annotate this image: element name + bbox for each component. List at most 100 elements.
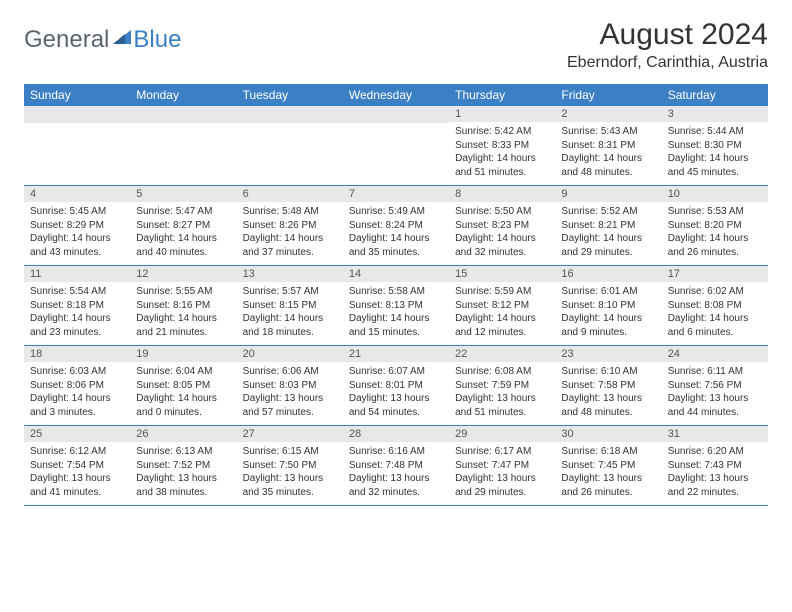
day-details: Sunrise: 6:20 AMSunset: 7:43 PMDaylight:… <box>662 442 768 505</box>
day-number: 22 <box>449 346 555 362</box>
day-number: 18 <box>24 346 130 362</box>
day-details: Sunrise: 5:43 AMSunset: 8:31 PMDaylight:… <box>555 122 661 185</box>
day-details: Sunrise: 5:48 AMSunset: 8:26 PMDaylight:… <box>237 202 343 265</box>
weekday-header: Monday <box>130 84 236 106</box>
calendar-day-cell: 12Sunrise: 5:55 AMSunset: 8:16 PMDayligh… <box>130 266 236 346</box>
calendar-week-row: 25Sunrise: 6:12 AMSunset: 7:54 PMDayligh… <box>24 426 768 506</box>
day-number: 3 <box>662 106 768 122</box>
day-number <box>343 106 449 123</box>
day-details: Sunrise: 5:53 AMSunset: 8:20 PMDaylight:… <box>662 202 768 265</box>
day-number: 31 <box>662 426 768 442</box>
day-number: 28 <box>343 426 449 442</box>
calendar-day-cell: 21Sunrise: 6:07 AMSunset: 8:01 PMDayligh… <box>343 346 449 426</box>
day-details: Sunrise: 6:12 AMSunset: 7:54 PMDaylight:… <box>24 442 130 505</box>
day-number <box>130 106 236 123</box>
weekday-header: Tuesday <box>237 84 343 106</box>
day-number: 14 <box>343 266 449 282</box>
day-details: Sunrise: 5:58 AMSunset: 8:13 PMDaylight:… <box>343 282 449 345</box>
calendar-day-cell: 25Sunrise: 6:12 AMSunset: 7:54 PMDayligh… <box>24 426 130 506</box>
day-details: Sunrise: 5:50 AMSunset: 8:23 PMDaylight:… <box>449 202 555 265</box>
calendar-day-cell: 19Sunrise: 6:04 AMSunset: 8:05 PMDayligh… <box>130 346 236 426</box>
calendar-day-cell: 27Sunrise: 6:15 AMSunset: 7:50 PMDayligh… <box>237 426 343 506</box>
day-details: Sunrise: 5:42 AMSunset: 8:33 PMDaylight:… <box>449 122 555 185</box>
calendar-day-cell: 2Sunrise: 5:43 AMSunset: 8:31 PMDaylight… <box>555 106 661 186</box>
day-details: Sunrise: 6:07 AMSunset: 8:01 PMDaylight:… <box>343 362 449 425</box>
logo-triangle-icon <box>113 30 131 44</box>
calendar-day-cell: 28Sunrise: 6:16 AMSunset: 7:48 PMDayligh… <box>343 426 449 506</box>
day-number: 5 <box>130 186 236 202</box>
day-details: Sunrise: 6:13 AMSunset: 7:52 PMDaylight:… <box>130 442 236 505</box>
day-details: Sunrise: 5:59 AMSunset: 8:12 PMDaylight:… <box>449 282 555 345</box>
day-number: 23 <box>555 346 661 362</box>
day-details: Sunrise: 6:18 AMSunset: 7:45 PMDaylight:… <box>555 442 661 505</box>
calendar-day-cell: 6Sunrise: 5:48 AMSunset: 8:26 PMDaylight… <box>237 186 343 266</box>
day-details: Sunrise: 5:49 AMSunset: 8:24 PMDaylight:… <box>343 202 449 265</box>
calendar-day-cell: 9Sunrise: 5:52 AMSunset: 8:21 PMDaylight… <box>555 186 661 266</box>
day-details: Sunrise: 6:15 AMSunset: 7:50 PMDaylight:… <box>237 442 343 505</box>
calendar-day-cell: 23Sunrise: 6:10 AMSunset: 7:58 PMDayligh… <box>555 346 661 426</box>
day-number: 10 <box>662 186 768 202</box>
day-details: Sunrise: 6:02 AMSunset: 8:08 PMDaylight:… <box>662 282 768 345</box>
calendar-empty-cell <box>237 106 343 186</box>
weekday-header: Thursday <box>449 84 555 106</box>
calendar-day-cell: 1Sunrise: 5:42 AMSunset: 8:33 PMDaylight… <box>449 106 555 186</box>
calendar-day-cell: 15Sunrise: 5:59 AMSunset: 8:12 PMDayligh… <box>449 266 555 346</box>
day-number: 30 <box>555 426 661 442</box>
day-details: Sunrise: 6:08 AMSunset: 7:59 PMDaylight:… <box>449 362 555 425</box>
calendar-day-cell: 7Sunrise: 5:49 AMSunset: 8:24 PMDaylight… <box>343 186 449 266</box>
calendar-day-cell: 17Sunrise: 6:02 AMSunset: 8:08 PMDayligh… <box>662 266 768 346</box>
day-details: Sunrise: 6:06 AMSunset: 8:03 PMDaylight:… <box>237 362 343 425</box>
day-number: 4 <box>24 186 130 202</box>
day-number: 8 <box>449 186 555 202</box>
day-details: Sunrise: 6:04 AMSunset: 8:05 PMDaylight:… <box>130 362 236 425</box>
day-details: Sunrise: 6:17 AMSunset: 7:47 PMDaylight:… <box>449 442 555 505</box>
day-details: Sunrise: 6:01 AMSunset: 8:10 PMDaylight:… <box>555 282 661 345</box>
calendar-day-cell: 29Sunrise: 6:17 AMSunset: 7:47 PMDayligh… <box>449 426 555 506</box>
day-details: Sunrise: 5:47 AMSunset: 8:27 PMDaylight:… <box>130 202 236 265</box>
weekday-header: Saturday <box>662 84 768 106</box>
day-details: Sunrise: 5:57 AMSunset: 8:15 PMDaylight:… <box>237 282 343 345</box>
calendar-day-cell: 30Sunrise: 6:18 AMSunset: 7:45 PMDayligh… <box>555 426 661 506</box>
day-details: Sunrise: 6:03 AMSunset: 8:06 PMDaylight:… <box>24 362 130 425</box>
day-number: 25 <box>24 426 130 442</box>
day-number: 24 <box>662 346 768 362</box>
day-details: Sunrise: 5:45 AMSunset: 8:29 PMDaylight:… <box>24 202 130 265</box>
day-number: 19 <box>130 346 236 362</box>
day-number: 11 <box>24 266 130 282</box>
calendar-day-cell: 20Sunrise: 6:06 AMSunset: 8:03 PMDayligh… <box>237 346 343 426</box>
calendar-empty-cell <box>343 106 449 186</box>
calendar-day-cell: 16Sunrise: 6:01 AMSunset: 8:10 PMDayligh… <box>555 266 661 346</box>
day-number: 6 <box>237 186 343 202</box>
day-number: 7 <box>343 186 449 202</box>
day-number: 15 <box>449 266 555 282</box>
day-details: Sunrise: 6:10 AMSunset: 7:58 PMDaylight:… <box>555 362 661 425</box>
day-number: 2 <box>555 106 661 122</box>
day-details <box>130 123 236 185</box>
logo: General Blue <box>24 26 181 54</box>
calendar-day-cell: 4Sunrise: 5:45 AMSunset: 8:29 PMDaylight… <box>24 186 130 266</box>
day-details: Sunrise: 6:11 AMSunset: 7:56 PMDaylight:… <box>662 362 768 425</box>
day-number: 20 <box>237 346 343 362</box>
day-number <box>24 106 130 123</box>
weekday-header-row: SundayMondayTuesdayWednesdayThursdayFrid… <box>24 84 768 106</box>
day-details <box>237 123 343 185</box>
calendar-day-cell: 22Sunrise: 6:08 AMSunset: 7:59 PMDayligh… <box>449 346 555 426</box>
weekday-header: Sunday <box>24 84 130 106</box>
calendar-day-cell: 3Sunrise: 5:44 AMSunset: 8:30 PMDaylight… <box>662 106 768 186</box>
calendar-day-cell: 18Sunrise: 6:03 AMSunset: 8:06 PMDayligh… <box>24 346 130 426</box>
title-block: August 2024 Eberndorf, Carinthia, Austri… <box>567 18 768 72</box>
location: Eberndorf, Carinthia, Austria <box>567 54 768 72</box>
calendar-day-cell: 8Sunrise: 5:50 AMSunset: 8:23 PMDaylight… <box>449 186 555 266</box>
day-number: 27 <box>237 426 343 442</box>
day-details: Sunrise: 6:16 AMSunset: 7:48 PMDaylight:… <box>343 442 449 505</box>
day-number: 29 <box>449 426 555 442</box>
day-details: Sunrise: 5:44 AMSunset: 8:30 PMDaylight:… <box>662 122 768 185</box>
calendar-day-cell: 11Sunrise: 5:54 AMSunset: 8:18 PMDayligh… <box>24 266 130 346</box>
day-number: 21 <box>343 346 449 362</box>
calendar-empty-cell <box>130 106 236 186</box>
weekday-header: Wednesday <box>343 84 449 106</box>
day-number: 26 <box>130 426 236 442</box>
day-number: 17 <box>662 266 768 282</box>
day-details <box>343 123 449 185</box>
day-details <box>24 123 130 185</box>
